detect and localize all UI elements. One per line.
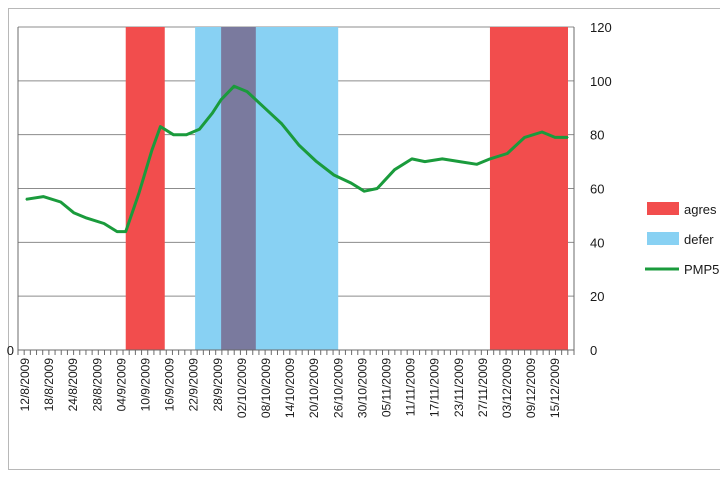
pmp5-point-16 [233,85,235,87]
right-tick-label-6: 120 [590,20,612,35]
pmp5-point-23 [350,182,352,184]
x-tick-label-15: 05/11/2009 [380,358,394,417]
pmp5-point-28 [424,160,426,163]
pmp5-point-6 [116,230,118,233]
pmp5-line-layer [25,84,569,234]
x-tick-label-21: 09/12/2009 [524,358,538,418]
legend-label-PMP5: PMP5 [684,262,719,277]
x-tick-label-2: 24/8/2009 [66,358,80,412]
pmp5-point-37 [567,136,569,138]
x-tick-label-14: 30/10/2009 [355,358,369,418]
pmp5-point-0 [25,198,27,200]
pmp5-point-27 [411,158,413,160]
x-tick-label-20: 03/12/2009 [500,358,514,418]
x-tick-label-6: 16/9/2009 [163,358,177,412]
pmp5-point-32 [489,158,491,160]
x-tick-label-18: 23/11/2009 [452,358,466,417]
x-tick-label-7: 22/9/2009 [187,358,201,412]
pmp5-point-34 [524,136,526,138]
regime-bar-agres-0 [125,27,165,350]
x-tick-label-4: 04/9/2009 [114,358,128,412]
x-tick-label-16: 11/11/2009 [404,358,418,417]
pmp5-point-26 [393,169,396,171]
pmp5-point-3 [73,212,75,214]
pmp5-point-22 [333,174,335,176]
pmp5-point-20 [298,144,300,147]
x-tick-label-8: 28/9/2009 [211,358,225,412]
right-axis-ticks: 0 20 40 60 80 100 120 [590,20,612,358]
x-tick-label-12: 20/10/2009 [307,358,321,418]
x-tick-label-19: 27/11/2009 [476,358,490,417]
x-tick-label-9: 02/10/2009 [235,358,249,418]
x-tick-label-0: 12/8/2009 [18,358,32,412]
right-tick-label-1: 20 [590,289,604,304]
pmp5-point-11 [172,134,175,136]
pmp5-point-33 [506,152,508,155]
pmp5-point-15 [220,99,222,101]
pmp5-point-7 [125,230,127,233]
right-tick-label-5: 100 [590,74,612,89]
pmp5-point-18 [263,107,266,109]
pmp5-point-10 [159,125,162,128]
pmp5-point-35 [541,131,543,133]
pmp5-point-24 [363,190,365,192]
pmp5-point-29 [441,158,443,160]
pmp5-point-25 [376,187,378,190]
pmp5-point-9 [151,150,153,152]
regime-bar-overlap-2 [221,27,256,350]
pmp5-point-5 [103,222,105,225]
x-tick-label-11: 14/10/2009 [283,358,297,418]
x-tick-label-10: 08/10/2009 [259,358,273,418]
x-tick-label-22: 15/12/2009 [548,358,562,418]
right-tick-label-3: 60 [590,182,604,197]
pmp5-point-8 [138,193,140,195]
pmp5-point-36 [554,136,556,138]
pmp5-point-12 [185,134,188,136]
right-tick-label-0: 0 [590,343,597,358]
regime-bars [125,27,568,350]
pmp5-point-13 [198,128,201,130]
pmp5-point-2 [60,201,62,203]
pmp5-point-1 [42,195,44,198]
legend: agres defer PMP5 [645,202,719,277]
pmp5-point-14 [211,112,214,114]
pmp5-point-4 [86,217,88,219]
legend-swatch-defer [647,232,679,245]
left-axis-ticks: 0 [7,343,14,358]
axes [17,27,575,355]
pmp5-point-17 [246,91,248,93]
left-tick-label-0: 0 [7,343,14,358]
x-tick-label-13: 26/10/2009 [331,358,345,418]
x-tick-label-3: 28/8/2009 [90,358,104,412]
pmp5-point-31 [476,163,478,165]
x-tick-label-1: 18/8/2009 [42,358,56,412]
x-tick-label-17: 17/11/2009 [428,358,442,417]
x-axis-ticks: 12/8/2009 18/8/2009 24/8/2009 28/8/2009 04/9… [18,358,562,418]
pmp5-line [25,84,568,234]
legend-label-agres: agres [684,202,717,217]
right-tick-label-2: 40 [590,235,604,250]
right-tick-label-4: 80 [590,128,604,143]
regime-bar-agres-3 [489,27,568,350]
legend-label-defer: defer [684,232,714,247]
pmp5-point-19 [281,123,283,125]
x-tick-label-5: 10/9/2009 [139,358,153,412]
regime-bar-defer-1 [195,27,339,350]
pmp5-point-30 [459,160,461,163]
pmp5-point-21 [315,160,318,163]
legend-swatch-agres [647,202,679,215]
